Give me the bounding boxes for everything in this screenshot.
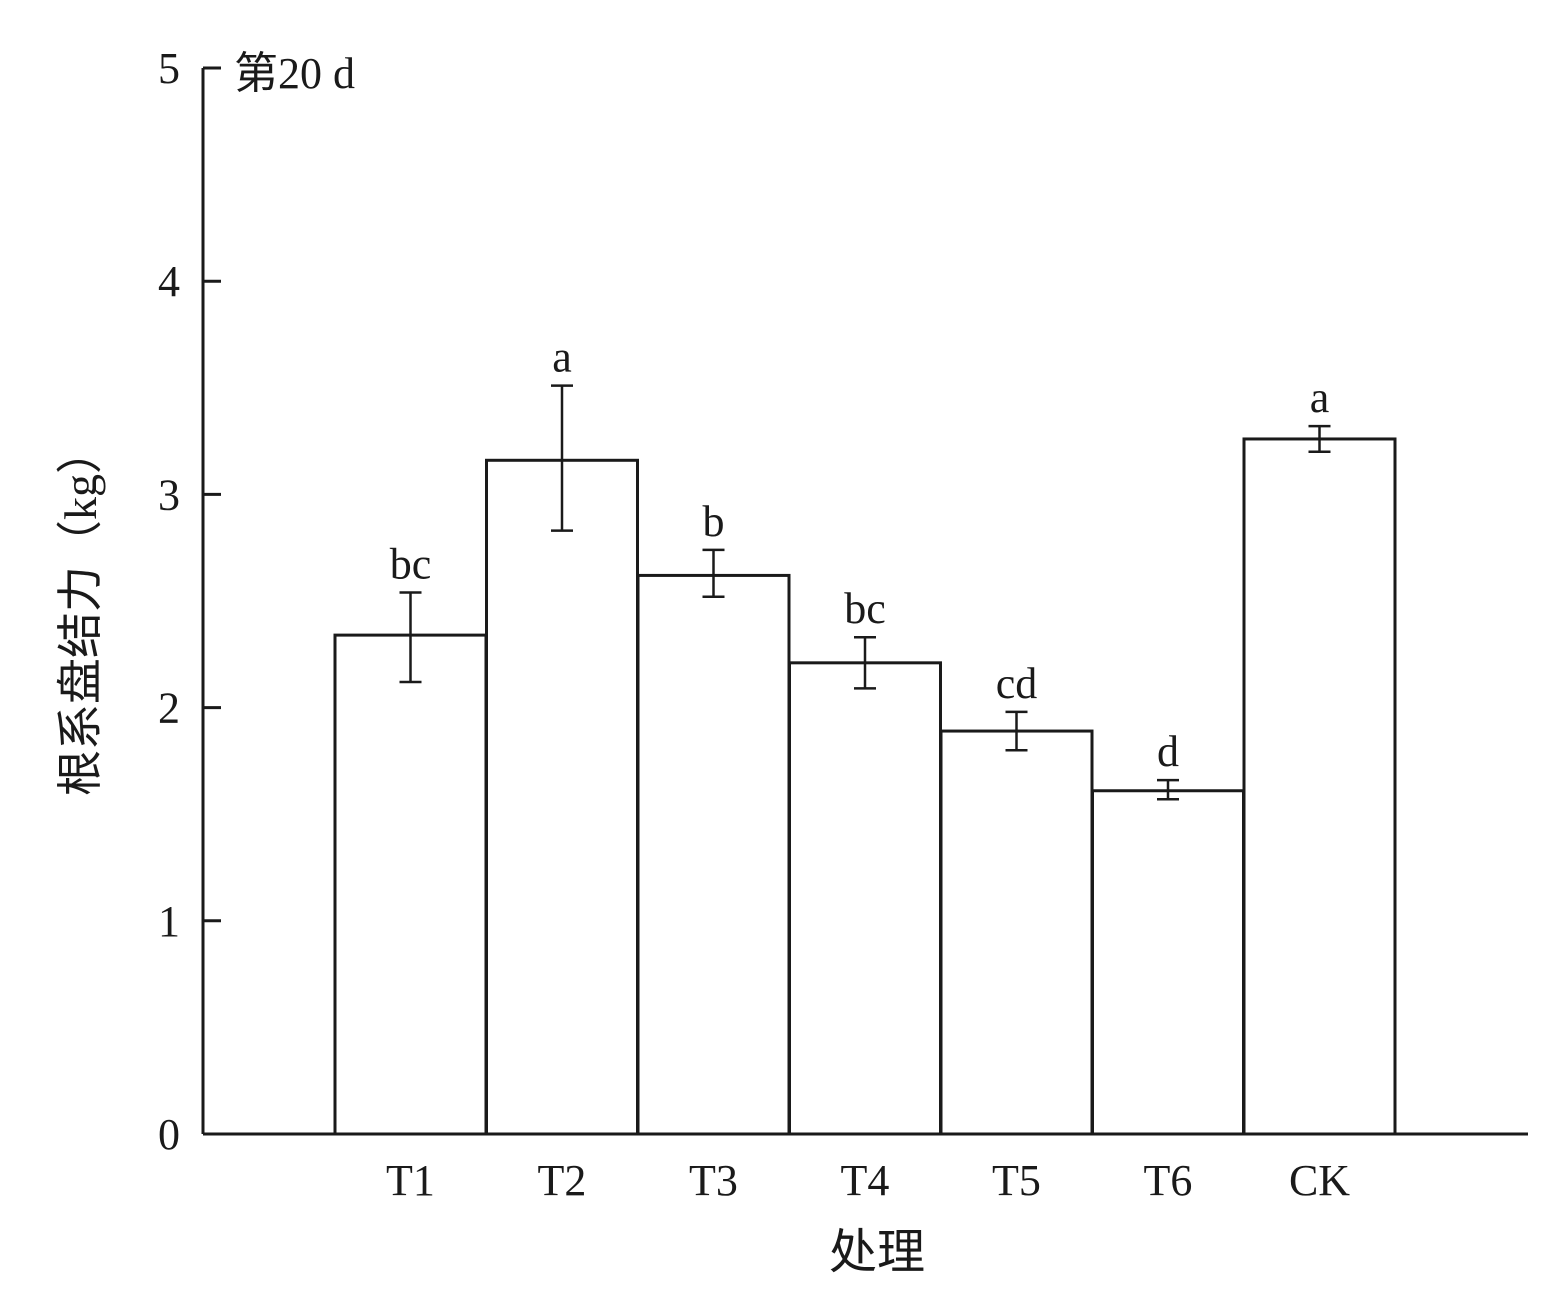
error-bars-layer: [399, 384, 1331, 801]
error-bar-t4: [854, 635, 876, 690]
significance-label-t3: b: [703, 497, 725, 546]
x-axis-title: 处理: [829, 1226, 925, 1279]
y-tick-label: 2: [158, 684, 180, 733]
significance-label-ck: a: [1310, 373, 1330, 422]
panel-label: 第20 d: [234, 49, 355, 98]
x-tick-label-t6: T6: [1144, 1156, 1193, 1205]
bar-t1: [333, 633, 488, 1136]
bar-t4: [788, 661, 942, 1136]
significance-label-t5: cd: [996, 659, 1038, 708]
significance-label-t4: bc: [844, 584, 886, 633]
x-tick-label-t1: T1: [386, 1156, 435, 1205]
bar-t3: [636, 573, 791, 1136]
bar-t2: [485, 458, 639, 1136]
significance-label-t1: bc: [390, 539, 432, 588]
y-tick-label: 0: [158, 1110, 180, 1159]
error-bar-t1: [399, 591, 422, 684]
y-tick-label: 5: [158, 44, 180, 93]
y-tick-label: 3: [158, 470, 180, 519]
labels-layer: bc T1 a T2 b T3 bc T4 cd T5 d T6 a CK 0 1 2 3 4 5: [158, 44, 1350, 1205]
axes-layer: [201, 66, 1528, 1136]
error-bar-t5: [1005, 710, 1028, 752]
bars-layer: [333, 437, 1397, 1136]
error-bar-t2: [551, 384, 573, 532]
error-bar-t6: [1157, 778, 1179, 801]
bar-t5: [939, 729, 1094, 1136]
bar-t6: [1091, 789, 1245, 1136]
error-bar-t3: [702, 548, 725, 598]
x-tick-label-ck: CK: [1289, 1156, 1350, 1205]
significance-label-t2: a: [552, 333, 572, 382]
bar-ck: [1242, 437, 1397, 1136]
y-axis-title: 根系盘结力（kg）: [55, 428, 106, 796]
y-tick-label: 4: [158, 257, 180, 306]
y-tick-label: 1: [158, 897, 180, 946]
error-bar-ck: [1308, 424, 1331, 454]
x-tick-label-t3: T3: [689, 1156, 738, 1205]
x-tick-label-t4: T4: [841, 1156, 890, 1205]
x-tick-label-t2: T2: [538, 1156, 587, 1205]
x-tick-label-t5: T5: [992, 1156, 1041, 1205]
significance-label-t6: d: [1157, 727, 1179, 776]
